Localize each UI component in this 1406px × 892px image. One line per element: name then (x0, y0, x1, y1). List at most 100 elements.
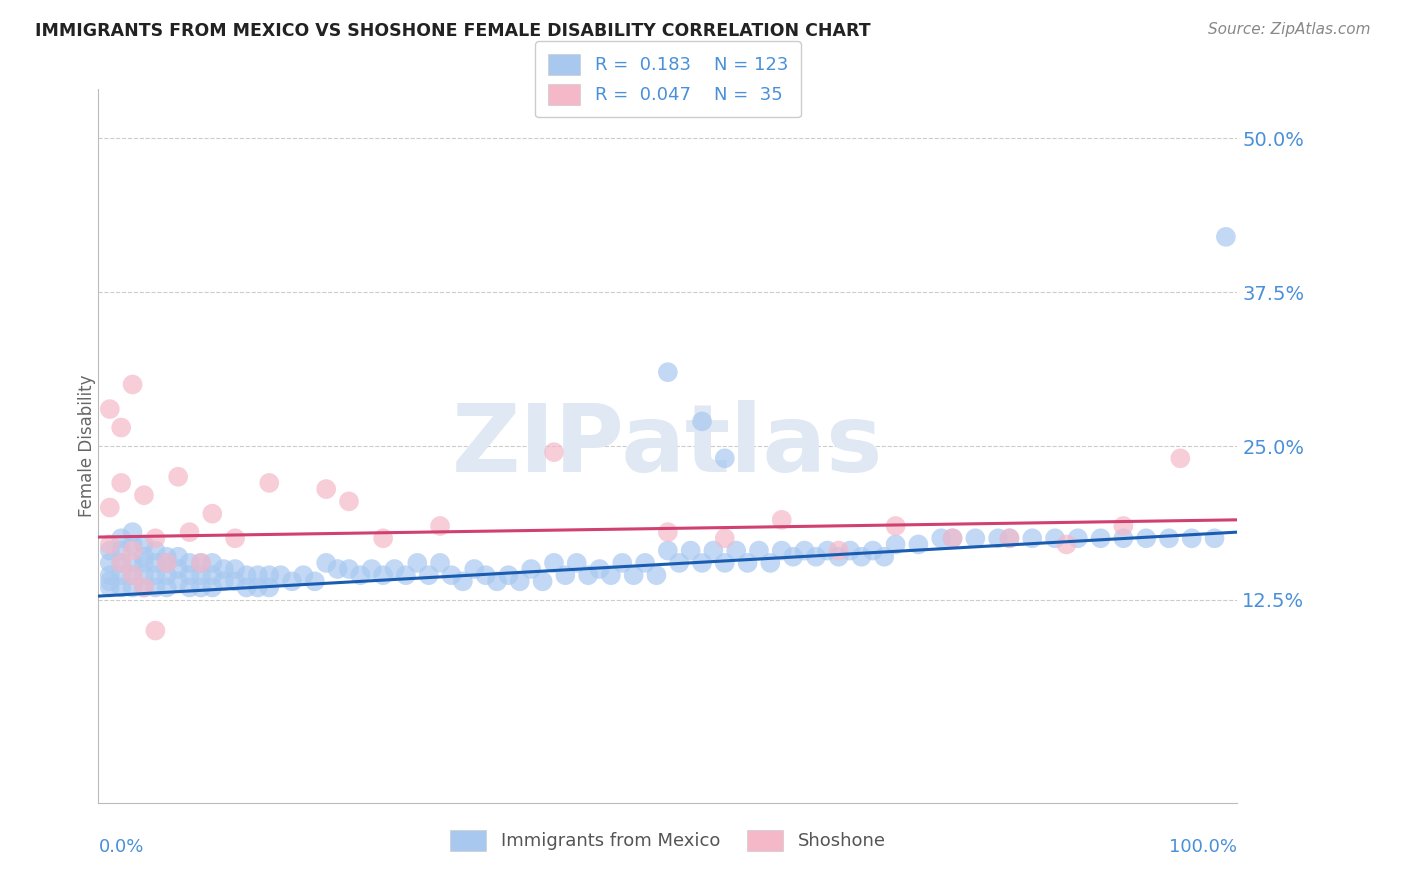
Point (145, 543, 167, 558)
Point (167, 469, 190, 483)
Point (714, 451, 737, 466)
Point (907, 537, 929, 551)
Point (543, 445, 565, 459)
Point (121, 556, 143, 570)
Point (554, 568, 576, 582)
Point (132, 549, 155, 564)
Point (668, 556, 690, 570)
Point (690, 414, 713, 428)
Point (179, 581, 201, 595)
Point (224, 531, 246, 545)
Point (998, 531, 1021, 545)
Point (179, 568, 201, 582)
Point (782, 549, 804, 564)
Point (588, 562, 610, 576)
Point (600, 568, 623, 582)
Point (486, 574, 509, 589)
Point (110, 420, 132, 434)
Point (98, 402, 121, 417)
Text: Source: ZipAtlas.com: Source: ZipAtlas.com (1208, 22, 1371, 37)
Point (714, 531, 737, 545)
Legend: Immigrants from Mexico, Shoshone: Immigrants from Mexico, Shoshone (443, 822, 893, 858)
Point (429, 556, 451, 570)
Point (190, 556, 212, 570)
Y-axis label: Female Disability: Female Disability (79, 375, 96, 517)
Point (851, 549, 873, 564)
Point (246, 568, 269, 582)
Point (418, 568, 440, 582)
Point (190, 556, 212, 570)
Point (725, 543, 748, 558)
Point (145, 568, 167, 582)
Point (337, 562, 360, 576)
Point (623, 568, 645, 582)
Point (987, 531, 1010, 545)
Point (201, 581, 224, 595)
Point (145, 581, 167, 595)
Point (121, 568, 143, 582)
Point (1170, 451, 1192, 466)
Point (110, 581, 132, 595)
Point (246, 581, 269, 595)
Point (167, 574, 190, 589)
Point (1021, 531, 1043, 545)
Point (815, 543, 838, 558)
Point (156, 549, 179, 564)
Point (201, 556, 224, 570)
Point (1157, 531, 1180, 545)
Point (145, 531, 167, 545)
Point (132, 568, 155, 582)
Point (315, 556, 337, 570)
Point (326, 562, 349, 576)
Point (429, 519, 451, 533)
Text: 100.0%: 100.0% (1170, 838, 1237, 856)
Point (121, 525, 143, 540)
Point (1135, 531, 1157, 545)
Point (98, 543, 121, 558)
Point (942, 531, 965, 545)
Point (657, 543, 679, 558)
Point (235, 581, 257, 595)
Point (132, 556, 155, 570)
Point (873, 549, 896, 564)
Point (337, 494, 360, 508)
Point (657, 365, 679, 379)
Point (110, 556, 132, 570)
Point (1067, 531, 1090, 545)
Point (98, 568, 121, 582)
Point (1181, 531, 1204, 545)
Point (110, 475, 132, 490)
Point (121, 377, 143, 392)
Text: ZIPatlas: ZIPatlas (453, 400, 883, 492)
Point (612, 556, 634, 570)
Point (395, 568, 418, 582)
Point (998, 531, 1021, 545)
Point (167, 549, 190, 564)
Point (315, 482, 337, 496)
Point (690, 556, 713, 570)
Point (543, 556, 565, 570)
Point (167, 562, 190, 576)
Point (759, 556, 782, 570)
Point (145, 556, 167, 570)
Point (451, 574, 474, 589)
Point (509, 574, 531, 589)
Point (132, 581, 155, 595)
Point (156, 556, 179, 570)
Point (156, 581, 179, 595)
Point (1090, 531, 1112, 545)
Point (190, 568, 212, 582)
Point (371, 568, 394, 582)
Point (748, 543, 770, 558)
Point (132, 488, 155, 502)
Point (942, 531, 965, 545)
Point (292, 568, 315, 582)
Point (839, 543, 862, 558)
Point (190, 581, 212, 595)
Point (304, 574, 326, 589)
Text: IMMIGRANTS FROM MEXICO VS SHOSHONE FEMALE DISABILITY CORRELATION CHART: IMMIGRANTS FROM MEXICO VS SHOSHONE FEMAL… (35, 22, 870, 40)
Point (110, 531, 132, 545)
Point (360, 562, 382, 576)
Point (121, 537, 143, 551)
Point (98, 581, 121, 595)
